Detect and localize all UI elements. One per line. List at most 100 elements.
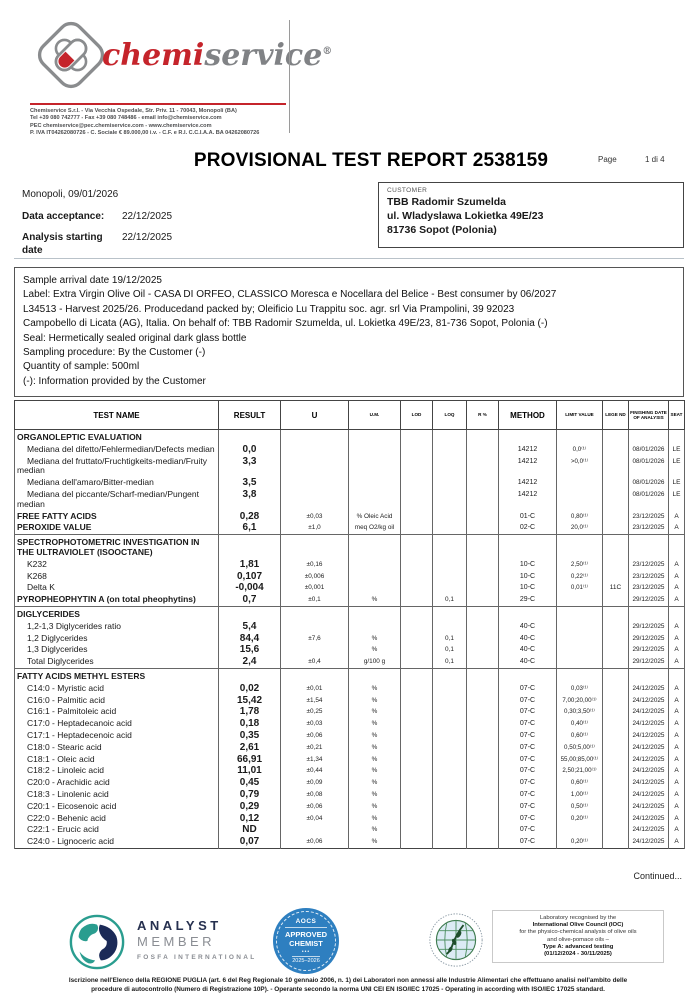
- cell-legend: [602, 741, 629, 754]
- result-row: C18:1 - Oleic acid 66,91 ±1,34% 07-C 55,00;8…: [14, 753, 685, 766]
- cell-um: %: [348, 777, 401, 789]
- col-seat: SEAT: [668, 400, 685, 430]
- cell-limit: 1,00⁽¹⁾: [556, 788, 603, 801]
- result-row: C22:1 - Erucic acid ND% 07-C 24/12/2025 A: [14, 824, 685, 837]
- cell-um: %: [348, 824, 401, 837]
- cell-lod: [400, 656, 433, 669]
- cell-lod: [400, 667, 433, 683]
- cell-r: [466, 718, 499, 730]
- cell-name: Mediana del fruttato/Fruchtigkeits-media…: [14, 455, 219, 478]
- cell-method: 07-C: [498, 753, 557, 766]
- cell-limit: 0,50⁽¹⁾: [556, 800, 603, 813]
- cell-lod: [400, 620, 433, 633]
- cell-method: [498, 429, 557, 444]
- cell-u: [280, 443, 349, 456]
- cell-um: [348, 455, 401, 478]
- result-row: C16:0 - Palmitic acid 15,42 ±1,54% 07-C 7,00…: [14, 694, 685, 707]
- cell-lod: [400, 644, 433, 657]
- cell-um: %: [348, 729, 401, 742]
- cell-name: DIGLYCERIDES: [14, 605, 219, 621]
- cell-limit: 0,60⁽¹⁾: [556, 729, 603, 742]
- cell-loq: [432, 718, 467, 730]
- cell-method: 10-C: [498, 582, 557, 595]
- cell-date: 23/12/2025: [628, 510, 669, 523]
- customer-address-line: 81736 Sopot (Polonia): [387, 224, 497, 236]
- cell-u: ±0,25: [280, 706, 349, 719]
- cell-um: %: [348, 594, 401, 607]
- cell-seat: LE: [668, 477, 685, 489]
- cell-lod: [400, 455, 433, 478]
- cell-seat: A: [668, 800, 685, 813]
- cell-seat: A: [668, 582, 685, 595]
- col-lod: LOD: [400, 400, 433, 430]
- cell-limit: [556, 656, 603, 669]
- result-row: K268 0,107 ±0,006 10-C 0,22⁽¹⁾ 23/12/2025 A: [14, 570, 685, 583]
- ioc-recognition-box: Laboratory recognised by the Internationa…: [492, 910, 664, 964]
- cell-legend: [602, 812, 629, 825]
- cell-um: %: [348, 694, 401, 707]
- cell-lod: [400, 488, 433, 511]
- section-row: FATTY ACIDS METHYL ESTERS: [14, 667, 685, 683]
- result-row: 1,2 Diglycerides 84,4 ±7,6% 0,1 40-C 29/12/20…: [14, 632, 685, 645]
- cell-r: [466, 777, 499, 789]
- result-row: K232 1,81 ±0,16 10-C 2,50⁽¹⁾ 23/12/2025 A: [14, 558, 685, 571]
- cell-um: [348, 667, 401, 683]
- cell-legend: [602, 632, 629, 645]
- cell-seat: [668, 667, 685, 683]
- cell-legend: [602, 477, 629, 489]
- cell-um: %: [348, 753, 401, 766]
- cell-loq: [432, 558, 467, 571]
- cell-method: 02-C: [498, 522, 557, 535]
- cell-r: [466, 488, 499, 511]
- aocs-badge-inner: AOCS APPROVED CHEMIST ••• 2025–2026: [276, 911, 336, 971]
- cell-lod: [400, 718, 433, 730]
- cell-r: [466, 644, 499, 657]
- cell-seat: [668, 534, 685, 559]
- cell-result: 0,35: [218, 729, 281, 742]
- cell-name: K232: [14, 558, 219, 571]
- cell-um: % Oleic Acid: [348, 510, 401, 523]
- cell-u: ±0,08: [280, 788, 349, 801]
- col-r-percent: R %: [466, 400, 499, 430]
- col-um: U.M.: [348, 400, 401, 430]
- cell-um: %: [348, 718, 401, 730]
- cell-seat: A: [668, 620, 685, 633]
- brand-service: service: [204, 38, 323, 73]
- cell-r: [466, 429, 499, 444]
- cell-name: SPECTROPHOTOMETRIC INVESTIGATION IN THE …: [14, 534, 219, 559]
- cell-result: 0,18: [218, 718, 281, 730]
- cell-method: 10-C: [498, 570, 557, 583]
- cell-limit: 0,03⁽¹⁾: [556, 682, 603, 695]
- ioc-text-line: and olive-pomace oils –: [547, 936, 609, 943]
- cell-u: [280, 824, 349, 837]
- cell-date: 24/12/2025: [628, 706, 669, 719]
- col-finishing-date: FINISHING DATE OF ANALYSIS: [628, 400, 669, 430]
- result-row: Mediana dell'amaro/Bitter-median 3,5 14212…: [14, 477, 685, 489]
- data-acceptance-label: Data acceptance:: [22, 211, 105, 222]
- cell-r: [466, 788, 499, 801]
- cell-limit: [556, 594, 603, 607]
- cell-method: 40-C: [498, 644, 557, 657]
- cell-legend: [602, 694, 629, 707]
- cell-result: 0,79: [218, 788, 281, 801]
- cell-r: [466, 594, 499, 607]
- cell-loq: [432, 522, 467, 535]
- cell-limit: 0,20⁽¹⁾: [556, 812, 603, 825]
- cell-loq: [432, 570, 467, 583]
- cell-loq: 0,1: [432, 644, 467, 657]
- cell-limit: 2,50;21,00⁽¹⁾: [556, 765, 603, 778]
- result-row: C16:1 - Palmitoleic acid 1,78 ±0,25% 07-C 0,…: [14, 706, 685, 719]
- cell-lod: [400, 706, 433, 719]
- cell-result: 0,12: [218, 812, 281, 825]
- cell-name: 1,3 Diglycerides: [14, 644, 219, 657]
- cell-um: [348, 443, 401, 456]
- cell-loq: [432, 741, 467, 754]
- cell-seat: A: [668, 706, 685, 719]
- cell-date: 24/12/2025: [628, 753, 669, 766]
- result-row: PEROXIDE VALUE 6,1 ±1,0 meq O2/kg oil 02-C 20…: [14, 522, 685, 535]
- cell-date: 23/12/2025: [628, 522, 669, 535]
- cell-u: [280, 620, 349, 633]
- cell-method: 07-C: [498, 777, 557, 789]
- fosfa-member: MEMBER: [137, 934, 216, 949]
- cell-method: 40-C: [498, 632, 557, 645]
